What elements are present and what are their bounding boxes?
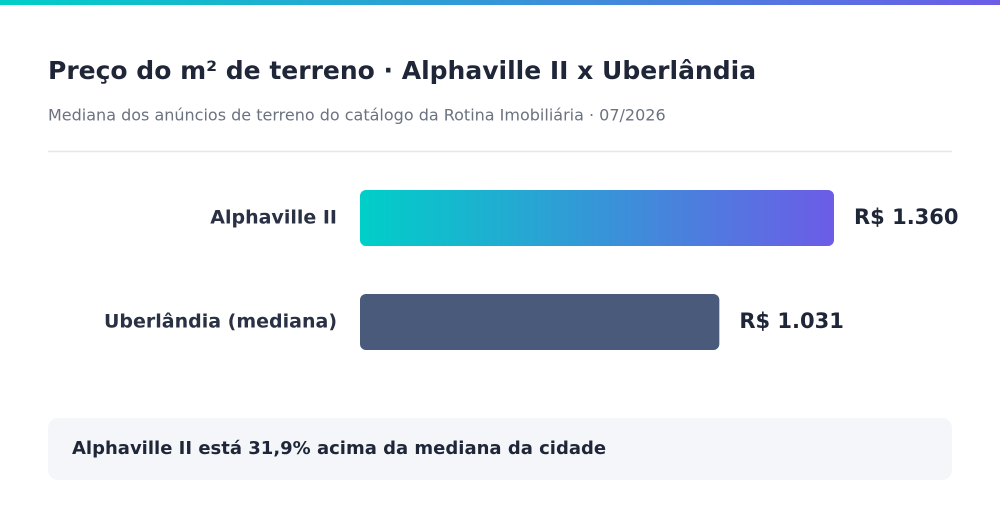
category-label: Uberlândia (mediana) bbox=[104, 311, 337, 333]
value-label: R$ 1.031 bbox=[739, 309, 844, 333]
chart-subtitle: Mediana dos anúncios de terreno do catál… bbox=[48, 106, 666, 125]
note-box bbox=[48, 418, 952, 480]
chart-title: Preço do m² de terreno · Alphaville II x… bbox=[48, 56, 756, 85]
bar bbox=[360, 190, 834, 246]
bar bbox=[360, 294, 720, 350]
category-label: Alphaville II bbox=[210, 207, 337, 229]
top-stripe bbox=[0, 0, 1000, 5]
annotation: Alphaville II está 31,9% acima da median… bbox=[72, 438, 606, 459]
bars: Alphaville II R$ 1.360 Uberlândia (mediana… bbox=[104, 190, 959, 350]
value-label: R$ 1.360 bbox=[854, 205, 959, 229]
